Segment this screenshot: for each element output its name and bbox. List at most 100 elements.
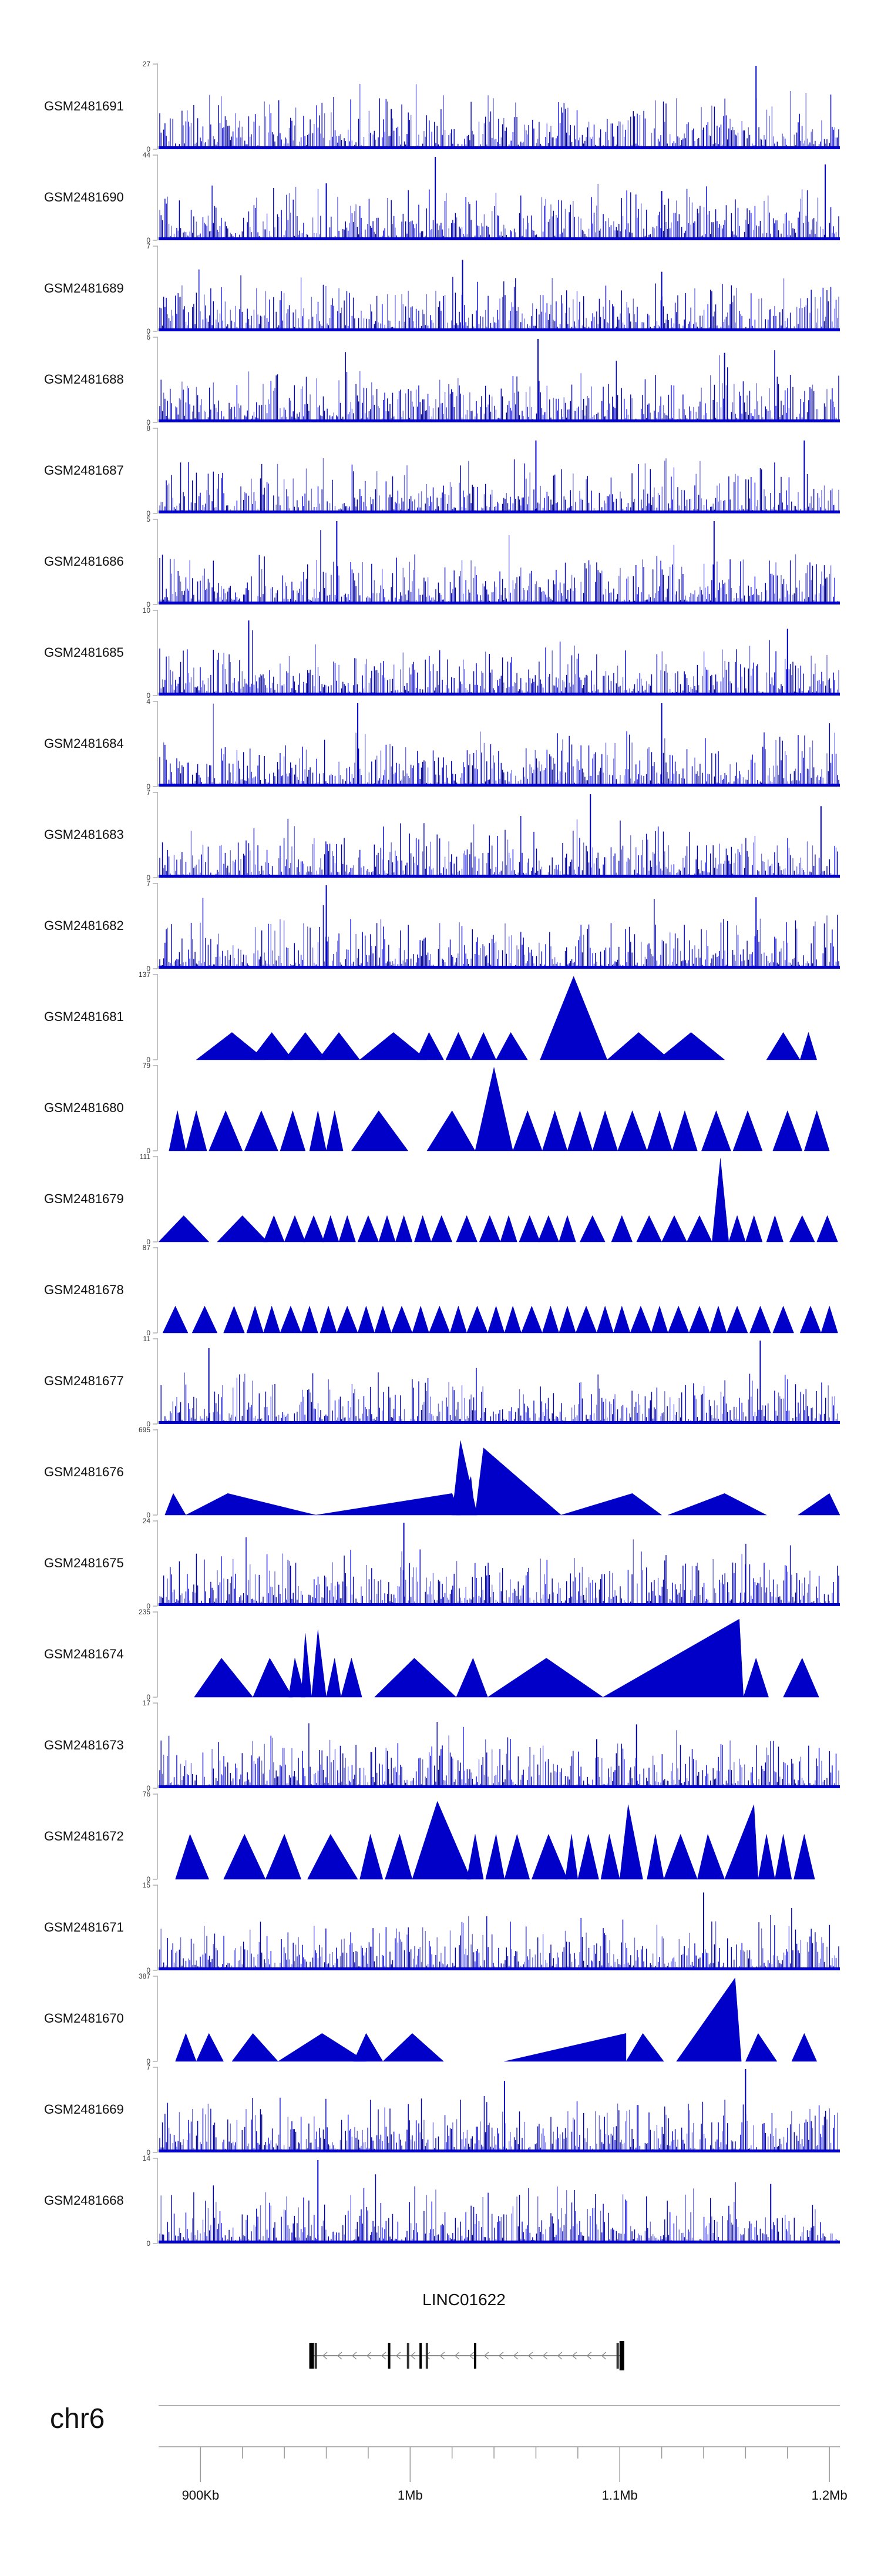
strand-arrow (381, 2352, 386, 2360)
signal-bars-light (163, 819, 837, 878)
signal-triangle (688, 1305, 711, 1334)
strand-arrow (439, 2352, 445, 2360)
track-label: GSM2481673 (44, 1738, 124, 1752)
signal-triangle (821, 1305, 838, 1334)
signal-triangle (391, 1305, 413, 1334)
y-min-label: 0 (146, 782, 150, 791)
signal-triangle (307, 1833, 358, 1880)
signal-triangle (602, 1618, 744, 1698)
signal-triangle (194, 1658, 254, 1698)
y-min-label: 0 (146, 236, 150, 244)
signal-triangle (317, 1032, 361, 1060)
y-max-label: 695 (139, 1426, 150, 1434)
signal-triangle (496, 1032, 528, 1060)
track-label: GSM2481690 (44, 190, 124, 204)
y-min-label: 0 (146, 145, 150, 153)
signal-triangle (701, 1110, 731, 1151)
signal-baseline (159, 511, 840, 513)
signal-triangle (164, 1493, 186, 1516)
chromosome-label: chr6 (50, 2403, 105, 2434)
signal-triangle (277, 2033, 367, 2062)
signal-triangle (647, 1110, 672, 1151)
signal-triangle (793, 1834, 815, 1880)
genome-axis: chr6 900Kb 1Mb 1.1Mb 1.2Mb (50, 2403, 848, 2503)
y-max-label: 10 (143, 606, 151, 614)
signal-triangle (672, 1110, 698, 1151)
y-max-label: 235 (139, 1608, 150, 1616)
signal-bars-light (163, 355, 834, 422)
signal-triangle (186, 1493, 316, 1516)
y-max-label: 8 (146, 424, 150, 432)
signal-triangle (431, 1215, 453, 1242)
signal-triangle (449, 1305, 468, 1334)
signal-bars (159, 2096, 839, 2152)
track-gsm2481683: GSM2481683 7 0 (44, 788, 840, 882)
y-min-label: 0 (146, 1966, 150, 1974)
signal-triangle (359, 1834, 384, 1880)
y-min-label: 0 (146, 1329, 150, 1337)
signal-triangle (359, 1032, 428, 1060)
y-max-label: 44 (143, 151, 151, 159)
signal-triangle (559, 1215, 576, 1242)
signal-triangle (374, 1305, 392, 1334)
signal-triangle (619, 1804, 643, 1880)
strand-arrow (366, 2352, 372, 2360)
y-max-label: 14 (143, 2154, 151, 2162)
signal-triangle (749, 1305, 771, 1334)
signal-triangle (647, 1834, 664, 1880)
signal-bars (162, 2174, 839, 2243)
signal-bars (159, 630, 837, 696)
signal-triangle (791, 2033, 818, 2062)
track-gsm2481688: GSM2481688 6 0 (44, 333, 840, 426)
strand-arrow (498, 2352, 504, 2360)
track-gsm2481671: GSM2481671 15 0 (44, 1881, 840, 1974)
track-label: GSM2481671 (44, 1920, 124, 1934)
y-min-label: 0 (146, 1784, 150, 1792)
signal-triangle (456, 1215, 478, 1242)
signal-baseline (159, 1603, 840, 1606)
signal-triangle (580, 1215, 606, 1242)
signal-triangle (676, 1977, 742, 2062)
signal-triangle (745, 1215, 763, 1242)
signal-triangle (651, 1305, 668, 1334)
signal-triangle (301, 1305, 318, 1334)
signal-baseline (159, 2241, 840, 2243)
track-gsm2481675: GSM2481675 24 0 (44, 1517, 840, 1610)
signal-baseline (159, 1421, 840, 1424)
signal-triangle (487, 1305, 505, 1334)
y-min-label: 0 (146, 1875, 150, 1883)
track-gsm2481677: GSM2481677 11 0 (44, 1335, 840, 1428)
signal-triangle (250, 1032, 293, 1060)
signal-triangle (630, 1305, 652, 1334)
y-min-label: 0 (146, 327, 150, 335)
y-max-label: 5 (146, 515, 150, 523)
signal-triangle (657, 1032, 725, 1060)
signal-triangle (246, 1305, 264, 1334)
y-min-label: 0 (146, 965, 150, 973)
track-label: GSM2481682 (44, 918, 124, 933)
signal-bars (159, 94, 839, 149)
signal-triangle (311, 1630, 327, 1698)
signal-triangle (519, 1215, 540, 1242)
signal-triangle (559, 1305, 576, 1334)
track-label: GSM2481670 (44, 2011, 124, 2026)
signal-triangle (789, 1215, 815, 1242)
signal-triangle (575, 1305, 597, 1334)
signal-triangle (475, 1447, 561, 1516)
y-min-label: 0 (146, 1238, 150, 1246)
y-min-label: 0 (146, 1511, 150, 1519)
y-min-label: 0 (146, 509, 150, 518)
signal-baseline (159, 328, 840, 331)
track-gsm2481684: GSM2481684 4 0 (44, 697, 840, 791)
signal-triangle (209, 1110, 243, 1151)
signal-triangle (288, 1658, 306, 1698)
y-min-label: 0 (146, 1693, 150, 1701)
signal-triangle (531, 1833, 568, 1880)
signal-triangle (697, 1833, 725, 1880)
signal-triangle (661, 1215, 687, 1242)
signal-triangle (504, 1833, 530, 1880)
track-label: GSM2481669 (44, 2102, 124, 2117)
track-gsm2481672: GSM2481672 76 0 (44, 1790, 815, 1883)
